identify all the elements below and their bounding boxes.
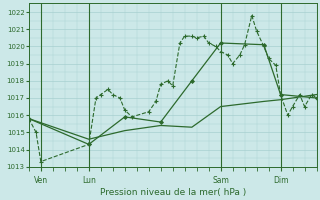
X-axis label: Pression niveau de la mer( hPa ): Pression niveau de la mer( hPa ) bbox=[100, 188, 246, 197]
